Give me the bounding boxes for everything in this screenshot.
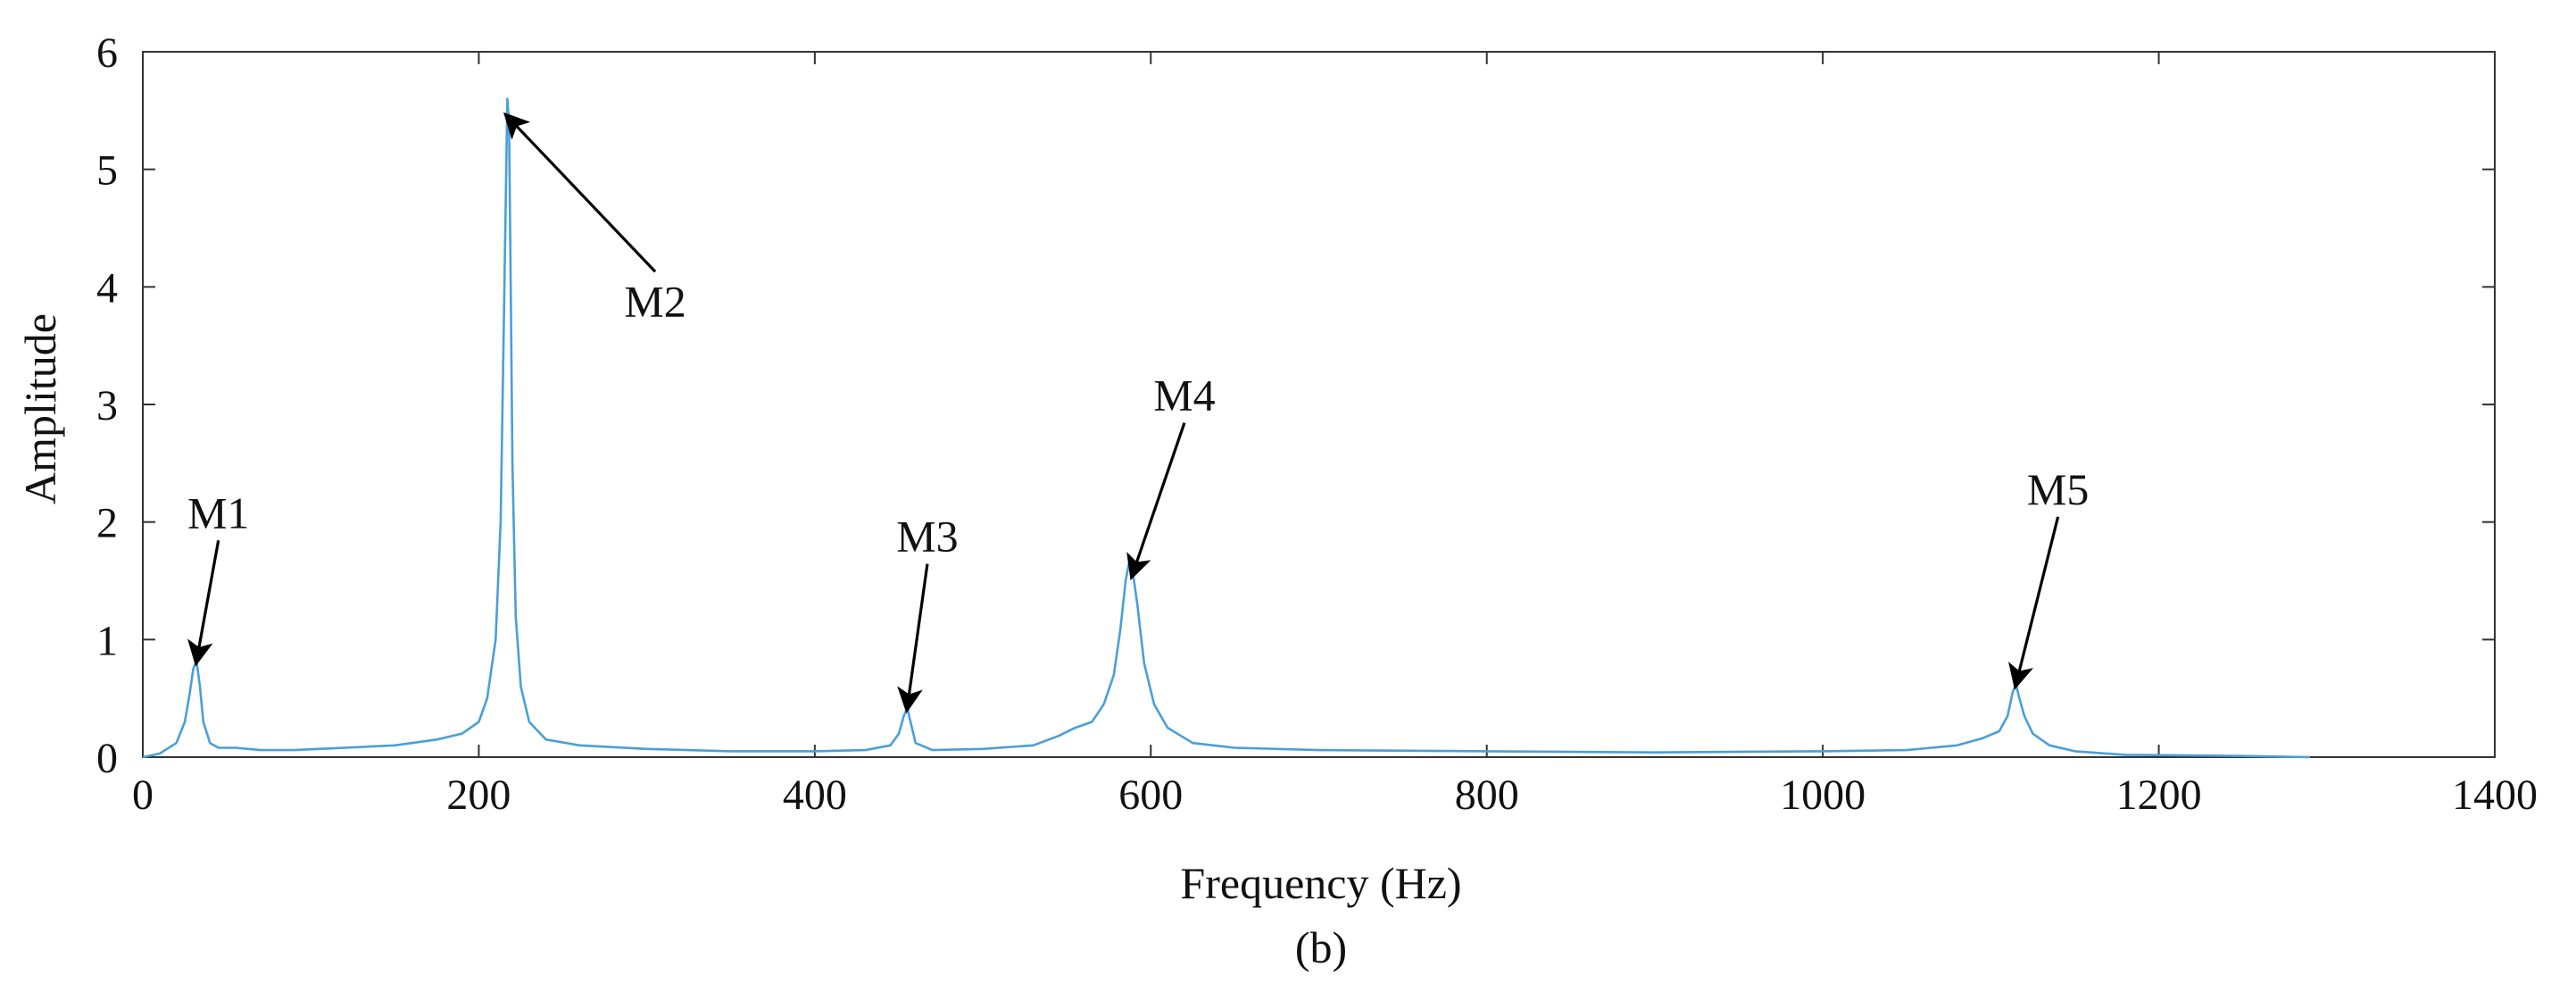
x-tick-label: 400 — [783, 771, 847, 819]
y-tick-label: 4 — [96, 264, 118, 312]
x-tick-label: 800 — [1455, 771, 1519, 819]
x-tick-label: 0 — [132, 771, 154, 819]
y-tick-label: 1 — [96, 617, 118, 664]
plot-layer: 0 200 400 600 800 1000 1200 1400 0 1 2 3 4 5 6 M1 M2 M3 M4… — [96, 29, 2538, 819]
y-tick-label: 5 — [96, 147, 118, 195]
plot-frame — [142, 51, 2496, 758]
series-line — [142, 97, 2311, 759]
annotation-label-m5: M5 — [2027, 464, 2089, 514]
annotation-arrow-m2 — [503, 112, 657, 273]
y-tick-label: 6 — [96, 29, 118, 77]
x-tick-label: 1200 — [2116, 771, 2202, 819]
y-tick-label: 0 — [96, 735, 118, 782]
x-tick-label: 1000 — [1780, 771, 1866, 819]
annotation-label-m2: M2 — [624, 276, 686, 326]
x-axis-title: Frequency (Hz) — [1180, 858, 1461, 908]
annotation-arrow-m1 — [187, 539, 220, 667]
annotation-arrow-m4 — [1126, 422, 1186, 580]
annotation-arrow-m3 — [897, 563, 929, 714]
annotation-label-m1: M1 — [187, 488, 249, 538]
panel-label: (b) — [1295, 922, 1347, 972]
annotation-label-m4: M4 — [1153, 371, 1215, 421]
x-tick-label: 600 — [1118, 771, 1183, 819]
y-tick-label: 3 — [96, 382, 118, 429]
x-tick-label: 200 — [446, 771, 511, 819]
annotation-label-m3: M3 — [896, 512, 958, 562]
x-tick-label: 1400 — [2452, 771, 2538, 819]
annotation-arrow-m5 — [2008, 516, 2060, 690]
y-tick-label: 2 — [96, 500, 118, 547]
y-axis-title: Amplitude — [15, 313, 65, 504]
